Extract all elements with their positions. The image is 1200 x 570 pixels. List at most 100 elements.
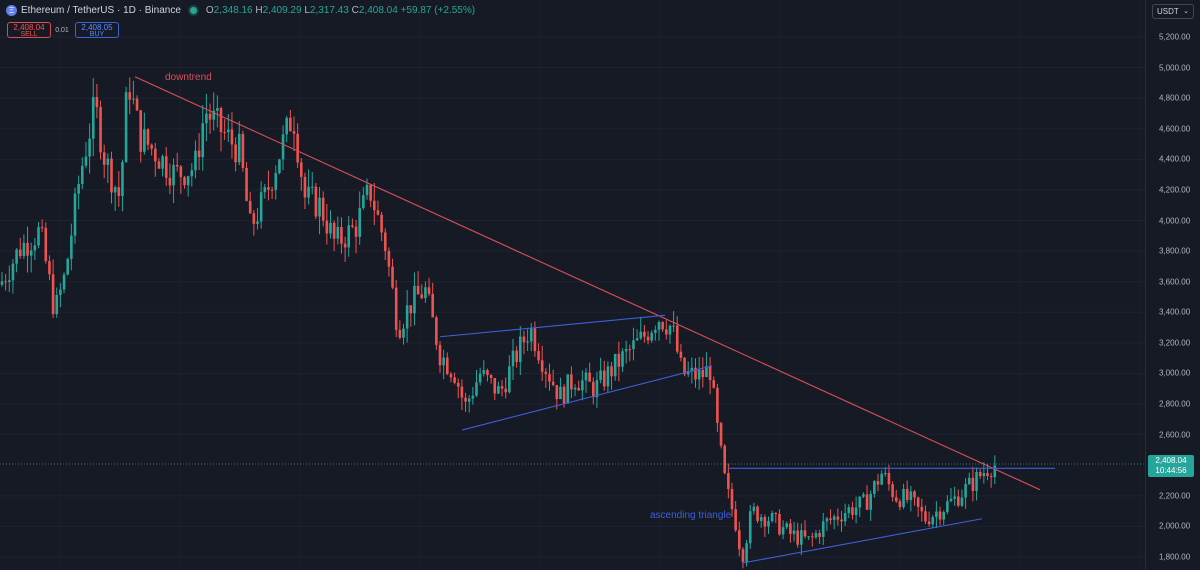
price-tick-label: 3,600.00 xyxy=(1159,277,1191,287)
candle xyxy=(102,144,106,179)
candle xyxy=(139,109,142,163)
candle xyxy=(716,384,719,432)
candle xyxy=(237,121,241,166)
candle xyxy=(902,483,905,510)
candle xyxy=(15,248,18,273)
buy-button[interactable]: 2,408.05 BUY xyxy=(75,22,119,38)
candle xyxy=(460,379,464,411)
candle xyxy=(971,466,975,502)
candle xyxy=(540,345,544,381)
candle xyxy=(44,222,48,264)
candle xyxy=(767,516,770,534)
candle xyxy=(416,271,420,295)
candle xyxy=(373,182,376,226)
candle xyxy=(613,353,617,381)
candle xyxy=(197,132,201,171)
candle xyxy=(854,496,858,524)
candle xyxy=(175,152,179,172)
candle xyxy=(581,370,584,401)
candle xyxy=(223,119,226,140)
candle xyxy=(150,143,153,156)
candle xyxy=(584,368,588,393)
candle xyxy=(146,128,150,151)
candle xyxy=(26,226,29,273)
candle xyxy=(91,78,95,157)
candle xyxy=(471,386,475,405)
candle xyxy=(383,228,387,261)
candle xyxy=(121,159,124,212)
triangle-support-line xyxy=(741,518,983,564)
candle xyxy=(851,501,854,520)
candle xyxy=(573,384,577,397)
candle xyxy=(975,467,978,501)
candle xyxy=(759,514,763,528)
candle xyxy=(559,377,562,400)
price-tick-label: 2,800.00 xyxy=(1159,399,1191,409)
candle xyxy=(387,247,391,277)
candle xyxy=(650,330,653,343)
candle xyxy=(847,504,851,519)
candle xyxy=(679,343,683,362)
candle xyxy=(256,208,259,230)
candle xyxy=(245,162,248,202)
candle xyxy=(821,512,825,546)
candle xyxy=(77,175,80,210)
candle xyxy=(628,344,632,362)
candle xyxy=(730,482,734,517)
candle xyxy=(617,341,621,382)
candle xyxy=(66,257,69,276)
candle xyxy=(624,340,628,364)
candle xyxy=(774,512,778,524)
candle xyxy=(194,140,197,179)
candle xyxy=(654,325,657,341)
candle xyxy=(511,338,515,380)
current-price: 2,408.04 xyxy=(1155,456,1187,465)
candle xyxy=(982,462,986,484)
candle xyxy=(62,272,66,294)
candle xyxy=(570,366,573,399)
candle xyxy=(635,329,639,341)
candle xyxy=(424,281,427,304)
candle xyxy=(727,463,730,499)
candle xyxy=(694,358,697,388)
candle xyxy=(519,326,522,376)
symbol-title[interactable]: Ethereum / TetherUS · 1D · Binance xyxy=(21,5,181,16)
candle xyxy=(456,378,460,399)
candle xyxy=(267,170,270,201)
candle xyxy=(829,509,832,525)
price-tick-label: 4,800.00 xyxy=(1159,93,1191,103)
price-tick-label: 5,000.00 xyxy=(1159,63,1191,73)
candle xyxy=(427,277,431,297)
candle xyxy=(11,258,15,294)
candle xyxy=(967,472,971,485)
candle xyxy=(168,163,172,195)
currency-selector[interactable]: USDT ⌄ xyxy=(1152,4,1194,19)
candle xyxy=(920,498,924,522)
candle xyxy=(230,112,234,159)
candle xyxy=(548,363,551,391)
candle xyxy=(179,165,183,194)
candle xyxy=(157,158,161,169)
candle xyxy=(577,380,580,391)
candle xyxy=(756,505,759,524)
candle xyxy=(588,362,591,382)
candle xyxy=(843,503,847,527)
candle xyxy=(544,368,548,388)
downtrend-label: downtrend xyxy=(165,72,212,83)
candle xyxy=(208,103,212,134)
candle xyxy=(566,374,570,404)
price-tick-label: 2,200.00 xyxy=(1159,491,1191,501)
candle xyxy=(537,343,540,364)
candle xyxy=(124,86,128,163)
sell-button[interactable]: 2,408.04 SELL xyxy=(7,22,51,38)
candle xyxy=(248,191,252,214)
candle xyxy=(953,486,956,506)
candle xyxy=(942,510,945,525)
price-axis[interactable]: 5,200.00 5,000.00 4,800.00 4,600.00 4,400.00… xyxy=(1145,0,1200,570)
candle xyxy=(770,510,774,523)
candle xyxy=(212,92,215,131)
candle xyxy=(701,357,705,388)
price-chart[interactable] xyxy=(0,0,1145,570)
candle xyxy=(113,185,117,211)
candle xyxy=(321,191,325,227)
